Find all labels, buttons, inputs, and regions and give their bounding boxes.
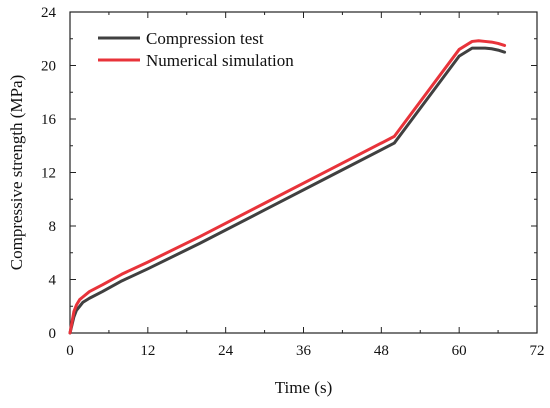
x-tick-label: 12: [140, 343, 155, 359]
x-tick-label: 60: [452, 343, 467, 359]
legend-label: Compression test: [146, 29, 264, 48]
y-tick-label: 8: [49, 219, 57, 235]
x-axis-title: Time (s): [275, 378, 332, 397]
plot-area-frame: [69, 11, 538, 334]
y-tick-label: 20: [41, 59, 56, 75]
x-tick-label: 0: [66, 343, 74, 359]
y-tick-label: 0: [49, 326, 57, 342]
y-tick-label: 24: [41, 5, 57, 21]
x-tick-label: 24: [218, 343, 234, 359]
series-lines: [68, 39, 507, 335]
series-line-compression-test: [68, 46, 507, 335]
y-tick-label: 4: [49, 273, 57, 289]
x-tick-label: 36: [296, 343, 312, 359]
legend-label: Numerical simulation: [146, 51, 294, 70]
y-axis-title: Compressive strength (MPa): [7, 75, 26, 270]
y-tick-label: 16: [41, 112, 57, 128]
legend: Compression test Numerical simulation: [98, 29, 294, 70]
series-line-numerical-simulation: [68, 39, 507, 335]
x-tick-label: 48: [374, 343, 389, 359]
x-tick-label: 72: [530, 343, 545, 359]
y-tick-label: 12: [41, 166, 56, 182]
